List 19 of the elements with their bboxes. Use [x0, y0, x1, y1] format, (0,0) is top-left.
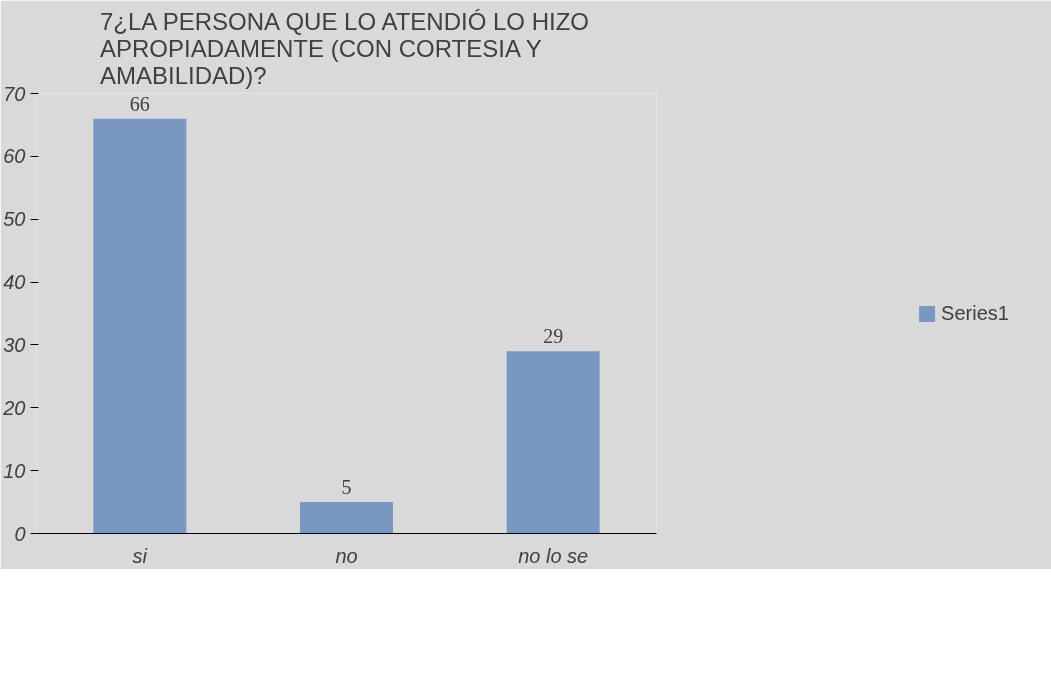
y-tick-label: 10	[3, 459, 26, 482]
y-tick-label: 50	[3, 208, 26, 231]
chart-title: 7¿LA PERSONA QUE LO ATENDIÓ LO HIZO APROPIADAMENTE (CON CORTESIA Y AMABILIDAD)?	[100, 7, 590, 89]
x-tick-label: si	[132, 544, 148, 567]
x-tick-label: no lo se	[518, 544, 589, 567]
y-tick-label: 70	[3, 82, 26, 105]
data-label: 5	[341, 476, 352, 499]
y-tick-label: 40	[3, 271, 26, 294]
y-tick-label: 30	[3, 333, 26, 356]
bar	[300, 502, 393, 534]
data-label: 29	[543, 325, 564, 348]
data-label: 66	[129, 92, 150, 115]
y-tick-label: 60	[3, 145, 26, 168]
bar	[506, 351, 600, 534]
y-tick-label: 20	[2, 396, 26, 419]
bar	[93, 118, 187, 534]
y-tick-label: 0	[14, 522, 26, 545]
x-tick-label: no	[335, 544, 358, 567]
legend-label: Series1	[941, 301, 1009, 325]
